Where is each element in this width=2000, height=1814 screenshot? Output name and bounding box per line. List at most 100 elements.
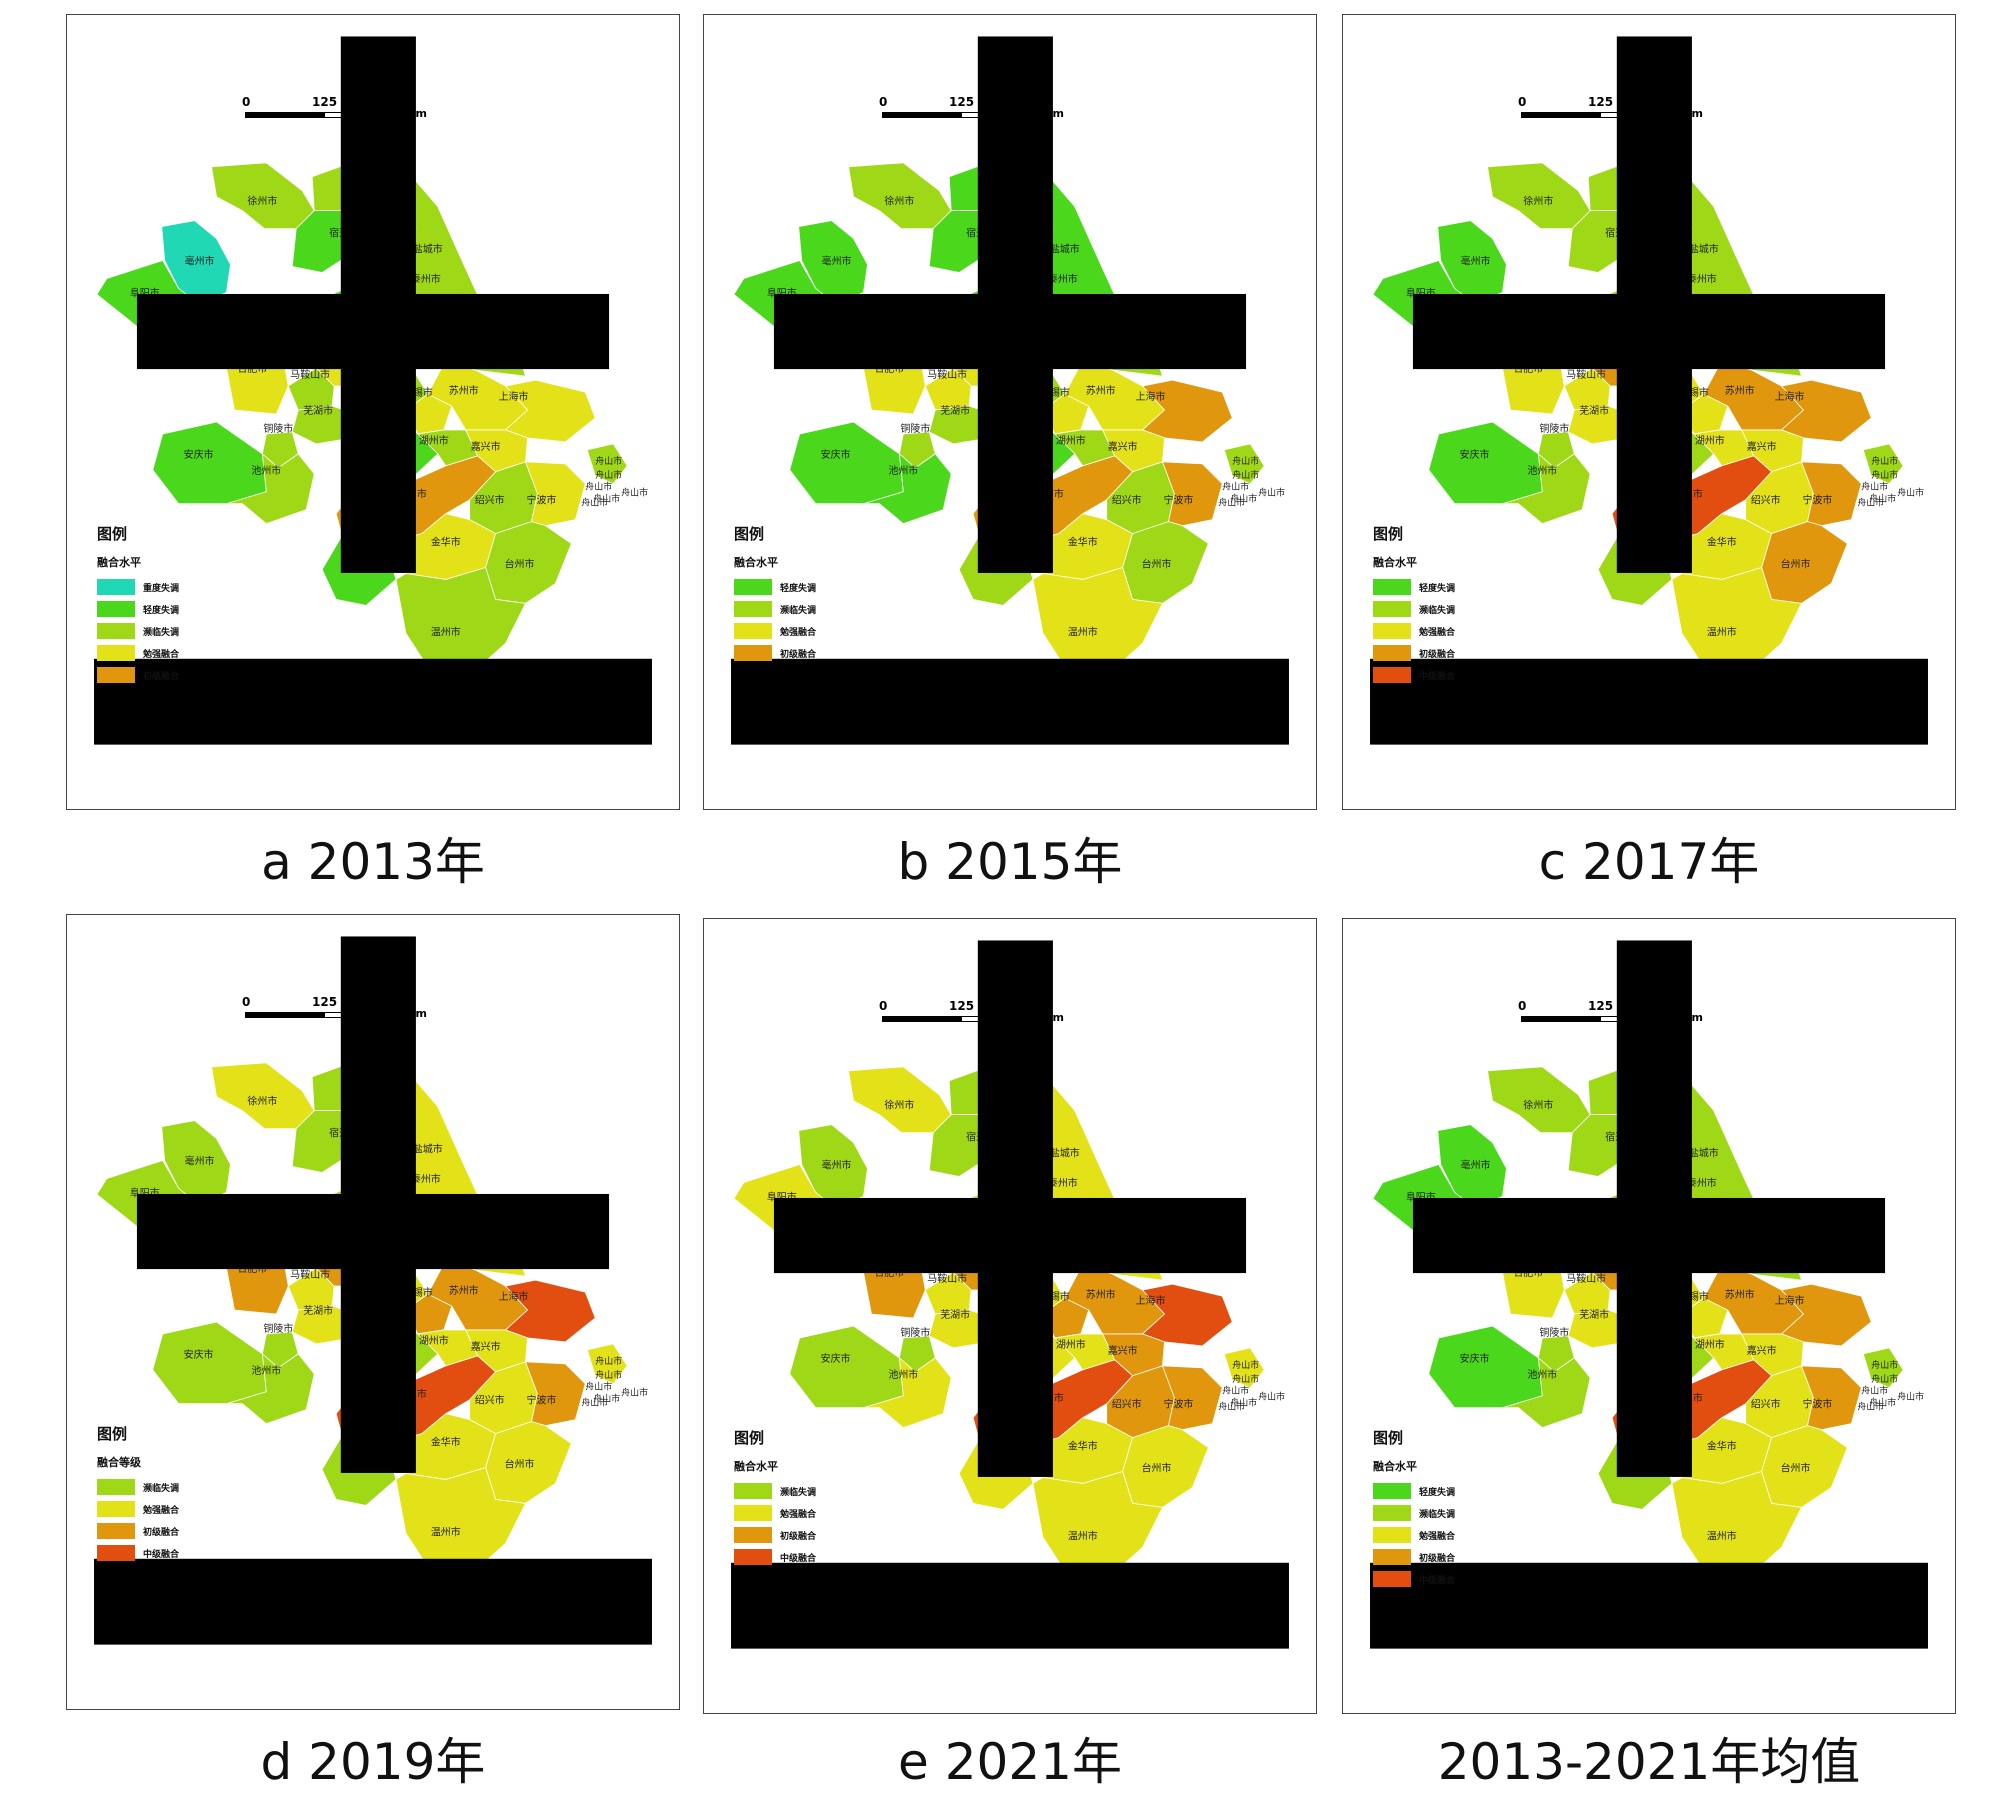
- city-label: 湖州市: [1056, 434, 1086, 447]
- legend: 图例 融合等级 濒临失调 勉强融合 初级融合 中级融合: [97, 1423, 179, 1564]
- city-label: 铜陵市: [1539, 1326, 1569, 1339]
- city-label: 盐城市: [1689, 243, 1719, 256]
- legend-item: 濒临失调: [1373, 1502, 1455, 1524]
- legend-swatch: [734, 1505, 772, 1521]
- scale-tick-label: 125: [949, 999, 975, 1013]
- legend-swatch: [734, 601, 772, 617]
- legend-swatch: [734, 1549, 772, 1565]
- city-label: 舟山市: [585, 1381, 612, 1393]
- city-label: 芜湖市: [940, 1308, 970, 1321]
- city-label: 舟山市: [593, 493, 620, 505]
- legend-title: 图例: [97, 525, 128, 543]
- city-label: 宁波市: [527, 494, 557, 507]
- legend-subtitle: 融合水平: [734, 556, 778, 569]
- legend-swatch: [1373, 1483, 1411, 1499]
- city-label: 宁波市: [1803, 494, 1833, 507]
- city-label: 盐城市: [413, 1143, 443, 1156]
- legend-item: 轻度失调: [734, 576, 816, 598]
- city-region: [1032, 566, 1164, 680]
- city-region: [1161, 1365, 1223, 1431]
- city-label: 台州市: [505, 557, 535, 570]
- legend-item: 濒临失调: [97, 1476, 179, 1498]
- city-label: 温州市: [431, 625, 461, 638]
- legend-label: 轻度失调: [1419, 1487, 1456, 1498]
- city-label: 盐城市: [413, 243, 443, 256]
- legend-swatch: [1373, 667, 1411, 683]
- city-label: 池州市: [251, 464, 281, 477]
- legend-swatch: [1373, 1571, 1411, 1587]
- city-label: 铜陵市: [1539, 422, 1569, 435]
- city-label: 安庆市: [1460, 1352, 1490, 1365]
- city-label: 温州市: [1068, 1529, 1098, 1542]
- scale-tick-label: 125: [312, 995, 338, 1009]
- legend-swatch: [1373, 645, 1411, 661]
- city-label: 亳州市: [822, 1158, 852, 1171]
- legend-label: 初级融合: [1419, 1553, 1456, 1564]
- legend-item: 濒临失调: [734, 598, 816, 620]
- map-panel: 徐州市连云港市宿迁市盐城市亳州市阜阳市泰州市扬州市滁州市南通市合肥市南京市镇江市…: [66, 914, 680, 1710]
- city-label: 舟山市: [1861, 1385, 1888, 1397]
- legend-label: 初级融合: [1419, 649, 1456, 660]
- legend-label: 勉强融合: [780, 1509, 817, 1520]
- city-region: [1502, 452, 1591, 525]
- city-label: 泰州市: [411, 1172, 441, 1185]
- scale-tick-label: 125: [1588, 999, 1614, 1013]
- city-label: 嘉兴市: [471, 1340, 501, 1353]
- legend-item: 初级融合: [734, 1524, 816, 1546]
- legend-label: 轻度失调: [1419, 583, 1456, 594]
- city-label: 舟山市: [1232, 1359, 1259, 1371]
- city-label: 铜陵市: [263, 1322, 293, 1335]
- city-label: 绍兴市: [475, 1394, 505, 1407]
- legend: 图例 融合水平 濒临失调 勉强融合 初级融合 中级融合: [734, 1427, 816, 1568]
- city-label: 温州市: [1068, 625, 1098, 638]
- city-label: 铜陵市: [263, 422, 293, 435]
- city-region: [798, 1124, 868, 1209]
- city-label: 舟山市: [1232, 469, 1259, 481]
- legend-label: 初级融合: [143, 671, 180, 682]
- legend-item: 勉强融合: [734, 1502, 816, 1524]
- legend-swatch: [734, 1527, 772, 1543]
- panel-caption: b 2015年: [897, 833, 1123, 891]
- city-label: 绍兴市: [475, 494, 505, 507]
- legend-item: 初级融合: [1373, 642, 1455, 664]
- city-label: 芜湖市: [1579, 404, 1609, 417]
- city-label: 温州市: [431, 1525, 461, 1538]
- city-label: 马鞍山市: [290, 368, 330, 381]
- city-label: 芜湖市: [303, 404, 333, 417]
- legend-item: 中级融合: [97, 1542, 179, 1564]
- legend: 图例 融合水平 轻度失调 濒临失调 勉强融合 初级融合 中级融合: [1373, 523, 1455, 686]
- city-label: 亳州市: [185, 1154, 215, 1167]
- city-label: 上海市: [499, 1290, 529, 1303]
- city-region: [1161, 461, 1223, 527]
- city-label: 舟山市: [1232, 455, 1259, 467]
- legend-swatch: [97, 601, 135, 617]
- legend-item: 中级融合: [734, 1546, 816, 1568]
- city-region: [1032, 1470, 1164, 1584]
- legend-title: 图例: [97, 1425, 128, 1443]
- legend-item: 初级融合: [734, 642, 816, 664]
- city-region: [226, 452, 315, 525]
- city-label: 池州市: [1527, 1368, 1557, 1381]
- city-label: 湖州市: [1695, 1338, 1725, 1351]
- city-label: 舟山市: [1222, 481, 1249, 493]
- map-panel: 徐州市连云港市宿迁市盐城市亳州市阜阳市泰州市扬州市滁州市南通市合肥市南京市镇江市…: [1342, 918, 1956, 1714]
- city-label: 宁波市: [1164, 494, 1194, 507]
- city-region: [226, 1352, 315, 1425]
- legend-swatch: [1373, 601, 1411, 617]
- city-label: 舟山市: [1897, 487, 1924, 499]
- legend-item: 濒临失调: [97, 620, 179, 642]
- city-region: [1437, 1124, 1507, 1209]
- north-arrow-icon: [731, 940, 1289, 1649]
- city-label: 金华市: [1707, 536, 1737, 549]
- city-label: 舟山市: [595, 455, 622, 467]
- city-label: 舟山市: [1861, 481, 1888, 493]
- city-label: 芜湖市: [303, 1304, 333, 1317]
- city-label: 马鞍山市: [290, 1268, 330, 1281]
- scale-tick-label: 125: [1588, 95, 1614, 109]
- city-region: [1800, 1365, 1862, 1431]
- city-label: 舟山市: [1869, 493, 1896, 505]
- city-region: [1780, 379, 1872, 443]
- city-region: [287, 1267, 335, 1311]
- legend-swatch: [1373, 1505, 1411, 1521]
- city-region: [504, 379, 596, 443]
